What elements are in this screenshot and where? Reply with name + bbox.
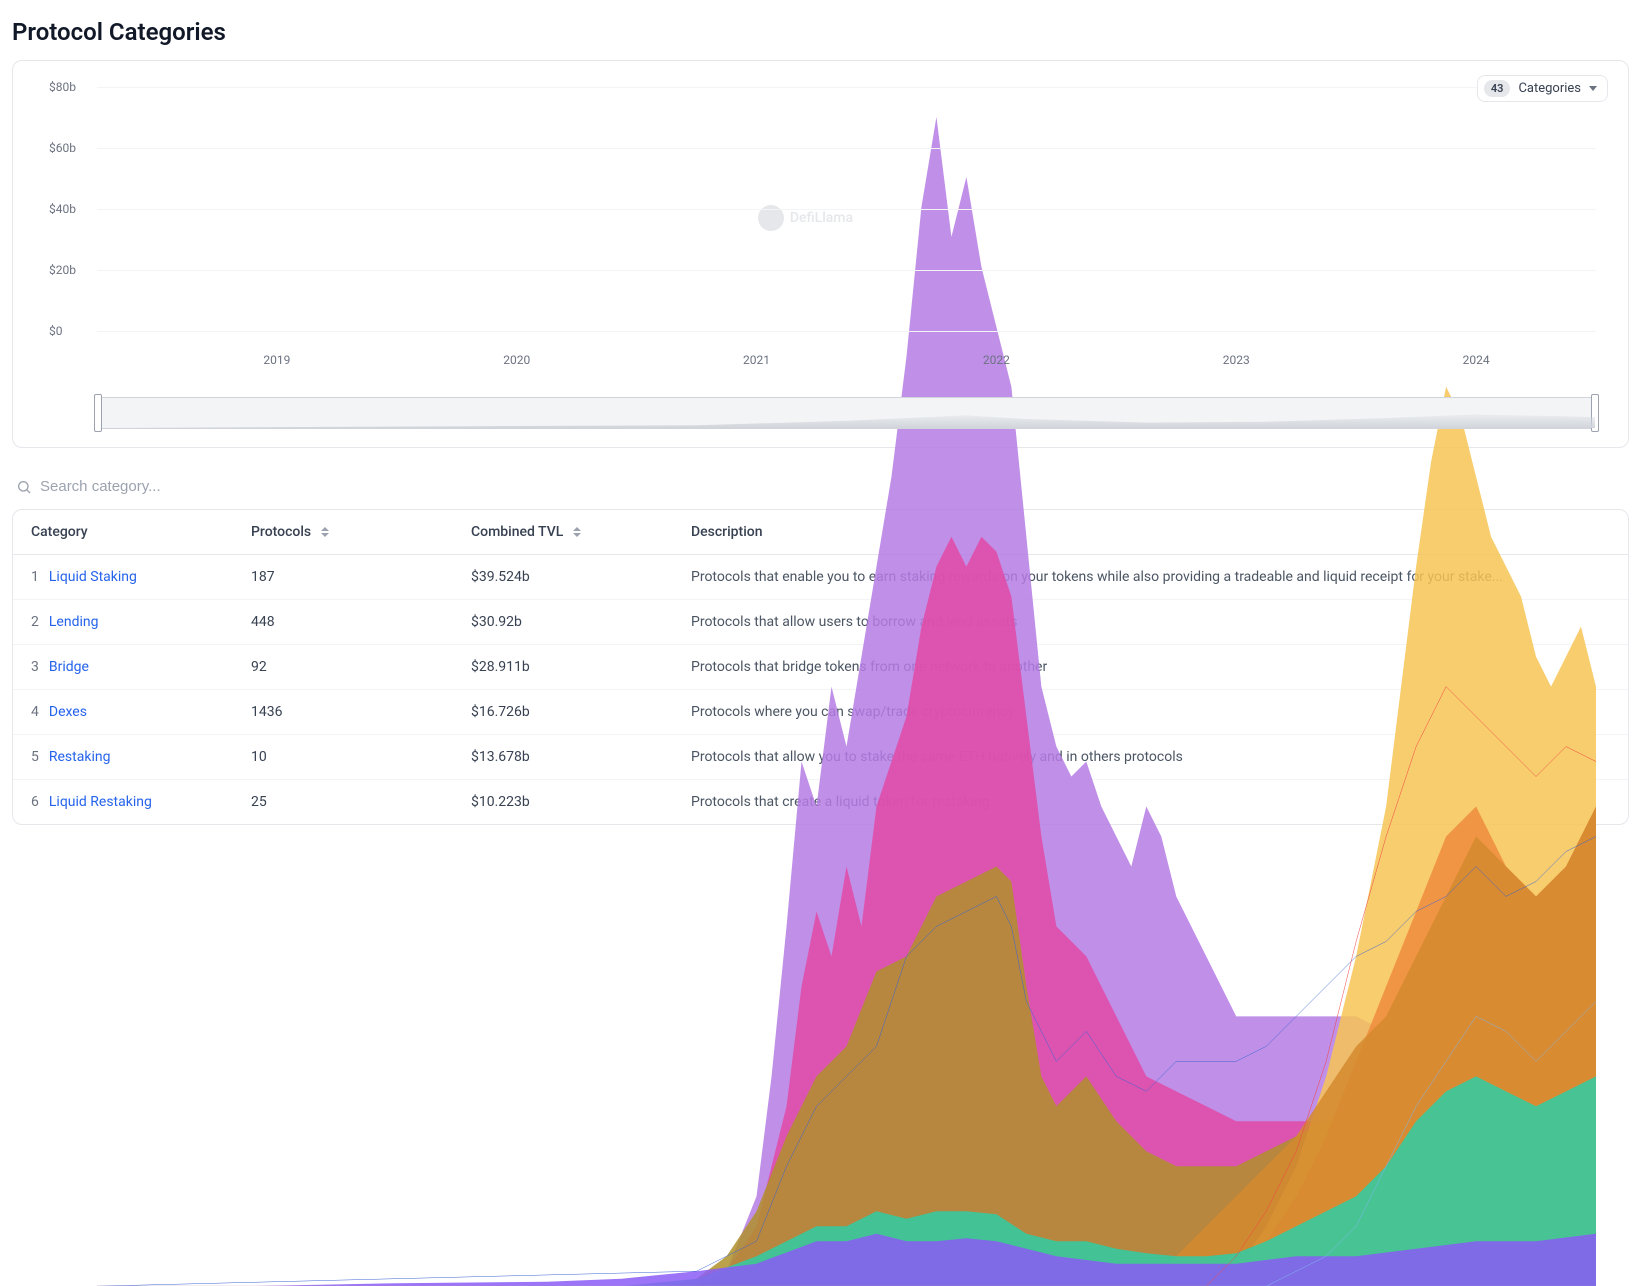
brush-handle-right[interactable] <box>1591 394 1599 432</box>
category-link[interactable]: Dexes <box>49 704 87 720</box>
categories-count-badge: 43 <box>1484 80 1511 97</box>
row-index: 1 <box>31 569 39 585</box>
chevron-down-icon <box>1589 86 1597 91</box>
chart-area[interactable]: DefiLlama $0$20b$40b$60b$80b <box>37 81 1604 351</box>
x-axis-tick: 2022 <box>983 353 1010 367</box>
col-header-category-label: Category <box>31 524 88 540</box>
y-axis-tick: $80b <box>49 80 76 94</box>
grid-line <box>97 270 1596 271</box>
row-index: 5 <box>31 749 39 765</box>
chart-brush[interactable] <box>97 397 1596 429</box>
x-axis-tick: 2019 <box>263 353 290 367</box>
chart-x-axis: 2019 2020 2021 2022 2023 2024 <box>97 353 1596 373</box>
x-axis-tick: 2020 <box>503 353 530 367</box>
x-axis-tick: 2024 <box>1463 353 1490 367</box>
row-index: 3 <box>31 659 39 675</box>
y-axis-tick: $0 <box>49 324 63 338</box>
brush-handle-left[interactable] <box>94 394 102 432</box>
x-axis-tick: 2021 <box>743 353 770 367</box>
y-axis-tick: $20b <box>49 263 76 277</box>
grid-line <box>97 87 1596 88</box>
grid-line <box>97 148 1596 149</box>
categories-dropdown-label: Categories <box>1518 81 1581 96</box>
y-axis-tick: $60b <box>49 141 76 155</box>
y-axis-tick: $40b <box>49 202 76 216</box>
row-index: 6 <box>31 794 39 810</box>
chart-card: 43 Categories DefiLlama $0$20b$40b$60b$8… <box>12 60 1629 448</box>
x-axis-tick: 2023 <box>1223 353 1250 367</box>
category-link[interactable]: Bridge <box>49 659 89 675</box>
row-index: 2 <box>31 614 39 630</box>
categories-dropdown[interactable]: 43 Categories <box>1477 75 1608 102</box>
grid-line <box>97 331 1596 332</box>
grid-line <box>97 209 1596 210</box>
stacked-area-svg <box>97 87 1596 1286</box>
page-title: Protocol Categories <box>12 18 1629 46</box>
category-link[interactable]: Lending <box>49 614 99 630</box>
row-index: 4 <box>31 704 39 720</box>
search-icon <box>16 479 32 495</box>
